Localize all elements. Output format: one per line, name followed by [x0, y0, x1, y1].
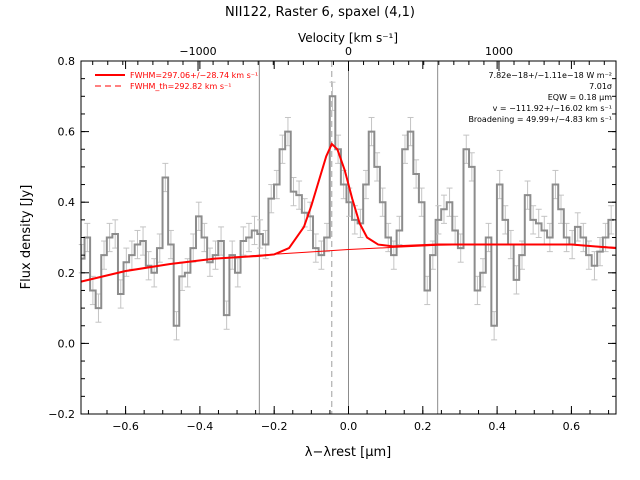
top-tick-label: 0 [345, 45, 352, 58]
spectrum-steps [81, 95, 614, 327]
annotation-velocity: v = −111.92+/−16.02 km s⁻¹ [493, 104, 612, 113]
legend-entry-fwhm-th: FWHM_th=292.82 km s⁻¹ [130, 82, 231, 91]
top-tick-label: −1000 [179, 45, 216, 58]
y-tick-label: 0.2 [58, 267, 76, 280]
fit-annotations: 7.82e−18+/−1.11e−18 W m⁻² 7.01σ EQW = 0.… [468, 71, 612, 124]
y-axis-label: Flux density [Jy] [19, 185, 34, 290]
x-tick-label: −0.6 [112, 420, 139, 433]
x-tick-label: −0.4 [187, 420, 214, 433]
y-tick-label: 0.6 [58, 126, 76, 139]
axes-ticks: −0.6 −0.4 −0.2 0.0 0.2 0.4 0.6 −0.2 0.0 0.2 0.4 0.6… [48, 45, 616, 433]
top-tick-label: 1000 [485, 45, 513, 58]
gaussian-fit-line [80, 142, 617, 283]
x-axis-label: λ−λrest [μm] [305, 445, 391, 460]
x-tick-label: 0.4 [488, 420, 506, 433]
y-tick-label: 0.0 [58, 337, 76, 350]
y-tick-label: 0.8 [58, 55, 76, 68]
plot-frame [80, 60, 617, 415]
chart-title: NII122, Raster 6, spaxel (4,1) [225, 5, 415, 20]
top-axis-label: Velocity [km s⁻¹] [298, 31, 398, 45]
x-tick-label: 0.2 [414, 420, 432, 433]
x-tick-label: 0.6 [563, 420, 581, 433]
legend: FWHM=297.06+/−28.74 km s⁻¹ FWHM_th=292.8… [95, 71, 258, 91]
annotation-flux: 7.82e−18+/−1.11e−18 W m⁻² [488, 71, 612, 80]
annotation-eqw: EQW = 0.18 μm [548, 93, 612, 102]
y-tick-label: 0.4 [58, 196, 76, 209]
legend-entry-fwhm: FWHM=297.06+/−28.74 km s⁻¹ [130, 71, 258, 80]
x-tick-label: 0.0 [340, 420, 358, 433]
annotation-broadening: Broadening = 49.99+/−4.83 km s⁻¹ [468, 115, 612, 124]
y-tick-label: −0.2 [48, 408, 75, 421]
annotation-sigma: 7.01σ [589, 82, 612, 91]
x-tick-label: −0.2 [261, 420, 288, 433]
